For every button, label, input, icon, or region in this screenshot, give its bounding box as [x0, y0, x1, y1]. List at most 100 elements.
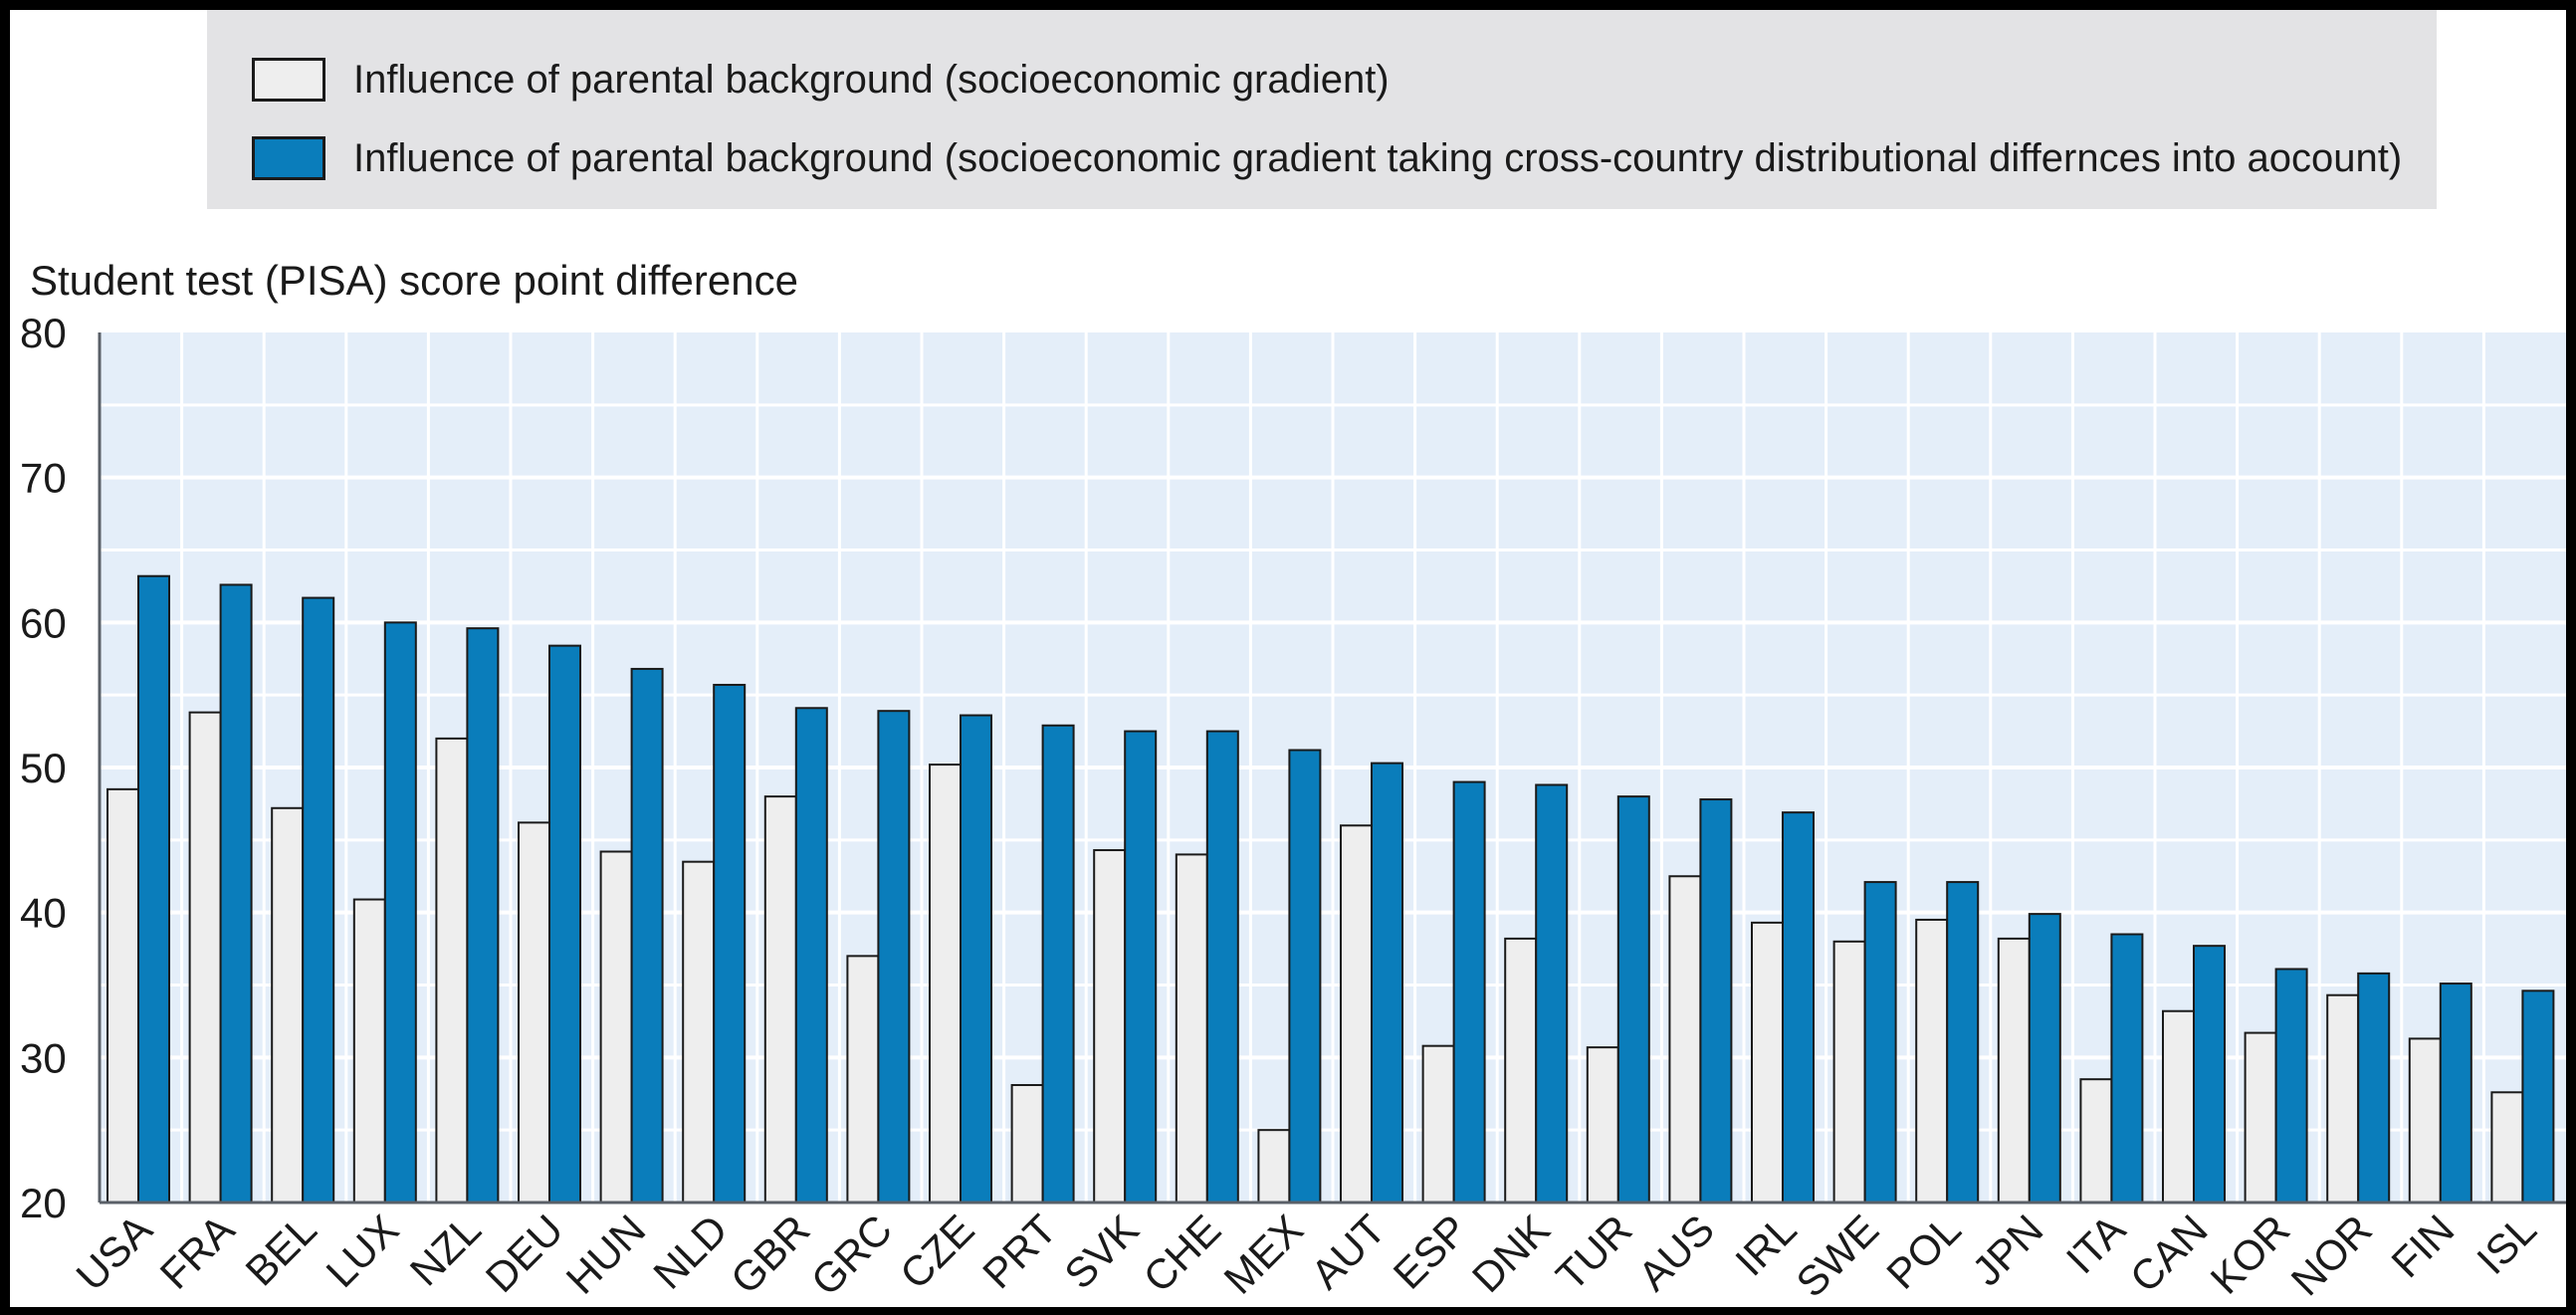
bar-can-series-2 — [2193, 945, 2226, 1204]
bar-deu-series-2 — [548, 644, 581, 1204]
bar-ita-series-1 — [2079, 1078, 2113, 1205]
x-tick-label-dnk: DNK — [1463, 1205, 1559, 1301]
bar-tur-series-1 — [1586, 1046, 1619, 1205]
bar-dnk-series-1 — [1504, 937, 1538, 1204]
bar-jpn-series-1 — [1997, 937, 2031, 1204]
bar-che-series-2 — [1205, 730, 1239, 1204]
x-tick-label-hun: HUN — [557, 1205, 655, 1303]
bar-usa-series-2 — [137, 574, 170, 1204]
bar-irl-series-1 — [1751, 921, 1784, 1204]
bar-nld-series-2 — [713, 683, 747, 1204]
x-tick-label-gbr: GBR — [722, 1205, 819, 1303]
legend-swatch-series-1 — [252, 58, 325, 102]
bar-svk-series-1 — [1093, 849, 1127, 1205]
x-tick-label-lux: LUX — [317, 1205, 407, 1296]
x-tick-label-can: CAN — [2121, 1205, 2217, 1301]
bar-lux-series-1 — [352, 898, 386, 1204]
x-tick-label-pol: POL — [1877, 1205, 1970, 1298]
bar-pol-series-1 — [1915, 918, 1949, 1204]
bar-grc-series-2 — [877, 710, 911, 1204]
bar-aut-series-1 — [1340, 824, 1373, 1204]
x-tick-label-fra: FRA — [151, 1205, 244, 1298]
bar-aus-series-2 — [1699, 798, 1733, 1205]
legend-label-series-1: Influence of parental background (socioe… — [353, 58, 1390, 102]
bar-nld-series-1 — [682, 860, 716, 1205]
bar-fra-series-2 — [219, 583, 253, 1204]
y-tick-label: 40 — [20, 890, 67, 937]
bar-nor-series-2 — [2357, 972, 2391, 1205]
x-tick-label-nzl: NZL — [401, 1205, 490, 1294]
bar-jpn-series-2 — [2028, 913, 2061, 1205]
bar-kor-series-2 — [2274, 968, 2308, 1205]
x-tick-label-esp: ESP — [1385, 1205, 1477, 1298]
x-tick-label-che: CHE — [1135, 1205, 1230, 1301]
bar-lux-series-2 — [383, 621, 417, 1204]
bar-cze-series-1 — [929, 764, 962, 1204]
bar-mex-series-1 — [1257, 1129, 1291, 1204]
bar-bel-series-1 — [271, 806, 305, 1205]
bar-usa-series-1 — [107, 787, 139, 1204]
bar-ita-series-2 — [2110, 933, 2144, 1204]
x-tick-label-tur: TUR — [1547, 1205, 1640, 1299]
bar-tur-series-2 — [1616, 795, 1650, 1205]
x-tick-label-swe: SWE — [1787, 1205, 1887, 1306]
bar-grc-series-1 — [846, 955, 880, 1204]
bar-hun-series-1 — [599, 850, 633, 1205]
x-tick-label-mex: MEX — [1214, 1205, 1312, 1303]
bar-isl-series-2 — [2521, 989, 2555, 1204]
x-tick-label-usa: USA — [67, 1205, 160, 1299]
y-tick-label: 30 — [20, 1034, 67, 1081]
x-tick-label-nor: NOR — [2282, 1205, 2381, 1304]
x-tick-label-prt: PRT — [973, 1205, 1065, 1297]
bar-che-series-1 — [1175, 853, 1208, 1205]
x-tick-label-nld: NLD — [644, 1205, 737, 1298]
bar-pol-series-2 — [1946, 881, 1980, 1204]
x-tick-label-jpn: JPN — [1963, 1205, 2051, 1294]
y-tick-label: 50 — [20, 745, 67, 791]
y-tick-label: 70 — [20, 455, 67, 502]
legend: Influence of parental background (socioe… — [207, 10, 2437, 209]
x-tick-label-cze: CZE — [891, 1205, 983, 1298]
y-axis-title: Student test (PISA) score point differen… — [30, 257, 798, 304]
x-tick-label-aut: AUT — [1302, 1205, 1395, 1298]
bar-fin-series-1 — [2408, 1037, 2442, 1204]
x-tick-label-fin: FIN — [2382, 1205, 2463, 1286]
bar-dnk-series-2 — [1535, 783, 1569, 1204]
bar-swe-series-2 — [1863, 881, 1897, 1204]
bar-swe-series-1 — [1832, 940, 1866, 1204]
x-tick-label-bel: BEL — [236, 1205, 324, 1294]
bar-nor-series-1 — [2326, 993, 2360, 1204]
bar-esp-series-1 — [1421, 1044, 1455, 1205]
bar-fra-series-1 — [188, 711, 222, 1204]
bar-aut-series-2 — [1371, 762, 1403, 1204]
x-tick-label-kor: KOR — [2202, 1205, 2299, 1303]
bar-isl-series-1 — [2490, 1091, 2524, 1204]
y-tick-label: 60 — [20, 599, 67, 646]
bar-nzl-series-1 — [435, 737, 469, 1204]
legend-swatch-series-2 — [252, 136, 325, 180]
x-tick-label-svk: SVK — [1055, 1205, 1148, 1298]
bar-aus-series-1 — [1668, 875, 1702, 1204]
bar-irl-series-2 — [1782, 811, 1815, 1204]
bar-hun-series-2 — [630, 667, 664, 1204]
bar-gbr-series-2 — [794, 707, 828, 1204]
bar-can-series-1 — [2162, 1009, 2195, 1204]
bar-gbr-series-1 — [763, 795, 797, 1205]
bar-nzl-series-2 — [466, 627, 500, 1204]
bar-deu-series-1 — [518, 821, 550, 1204]
bar-kor-series-1 — [2244, 1031, 2277, 1204]
bar-prt-series-1 — [1010, 1084, 1044, 1205]
x-tick-label-aus: AUS — [1629, 1205, 1723, 1299]
bar-svk-series-2 — [1124, 730, 1158, 1204]
bar-prt-series-2 — [1041, 724, 1075, 1204]
y-tick-label: 80 — [20, 310, 67, 356]
x-tick-label-deu: DEU — [477, 1205, 572, 1301]
bar-mex-series-2 — [1288, 749, 1322, 1205]
bar-esp-series-2 — [1452, 780, 1486, 1204]
bar-fin-series-2 — [2439, 983, 2472, 1204]
legend-label-series-2: Influence of parental background (socioe… — [353, 136, 2403, 180]
bar-cze-series-2 — [960, 714, 992, 1204]
y-tick-label: 20 — [20, 1180, 67, 1226]
x-tick-label-grc: GRC — [802, 1205, 901, 1304]
